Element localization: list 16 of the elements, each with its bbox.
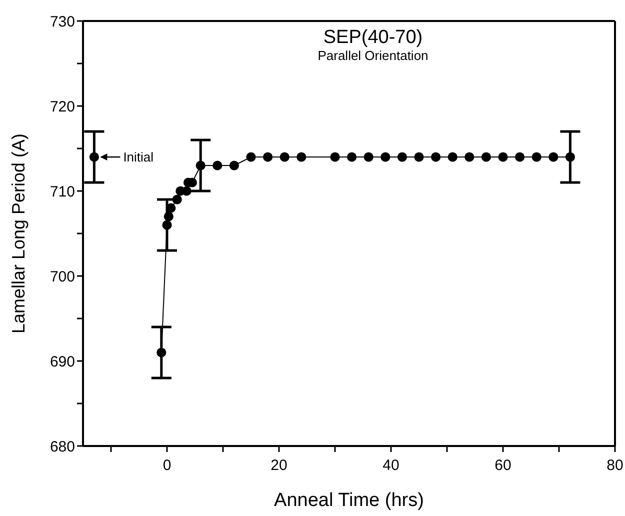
x-tick-label: 20 (270, 457, 288, 474)
chart-title: SEP(40-70) (322, 27, 424, 49)
y-tick-label: 700 (50, 268, 75, 286)
x-axis-title: Anneal Time (hrs) (274, 490, 424, 511)
y-tick-label: 730 (50, 13, 75, 30)
y-axis-title: Lamellar Long Period (A) (8, 133, 28, 334)
x-tick-label: 0 (162, 457, 172, 474)
y-tick-label: 710 (50, 183, 75, 200)
x-tick-label: 80 (606, 457, 624, 474)
x-tick-label: 40 (382, 457, 400, 474)
x-tick-label: 60 (494, 457, 512, 474)
text: Parallel Orientation (316, 48, 430, 64)
y-tick-label: 720 (50, 98, 75, 116)
y-tick-label: 690 (50, 353, 75, 370)
y-tick-label: 680 (50, 438, 75, 456)
annotation: Initial (123, 150, 154, 164)
